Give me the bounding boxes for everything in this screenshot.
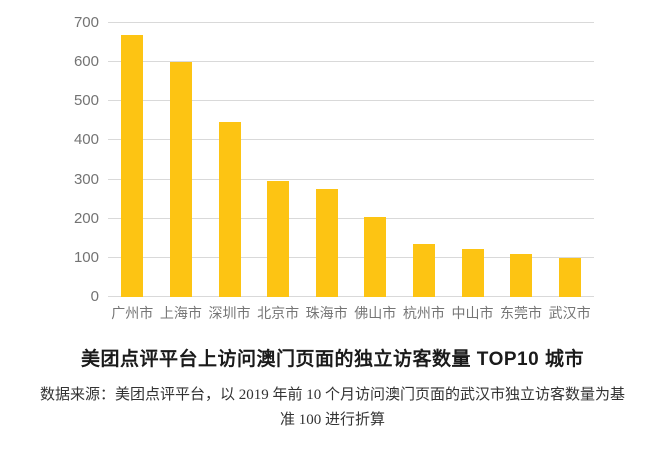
x-axis-label-东莞市: 东莞市 — [500, 305, 543, 321]
x-axis-label-武汉市: 武汉市 — [548, 305, 591, 321]
x-axis-label-佛山市: 佛山市 — [354, 305, 397, 321]
x-axis-label-珠海市: 珠海市 — [305, 305, 348, 321]
y-axis-tick-label: 0 — [90, 288, 99, 305]
y-axis-tick-label: 700 — [73, 14, 99, 31]
x-axis-label-广州市: 广州市 — [111, 305, 154, 321]
bar-深圳市 — [218, 121, 241, 297]
plot-area — [108, 22, 594, 297]
y-axis-tick-label: 500 — [73, 92, 99, 110]
bar-北京市 — [267, 181, 290, 297]
gridline-0 — [108, 296, 594, 297]
y-axis-tick-label: 100 — [73, 248, 99, 266]
bar-杭州市 — [412, 244, 435, 297]
bar-武汉市 — [558, 257, 581, 297]
source-note-line-2: 准 100 进行折算 — [279, 412, 385, 428]
gridline-500 — [108, 100, 594, 102]
y-axis-tick-label: 400 — [73, 131, 99, 149]
y-axis: 0 100 200 300 400 500 600 700 — [0, 14, 99, 305]
x-axis-label-中山市: 中山市 — [451, 305, 494, 321]
x-axis-label-上海市: 上海市 — [159, 305, 202, 321]
y-axis-tick-label: 600 — [73, 53, 99, 71]
bar-广州市 — [121, 34, 144, 297]
source-note-line-1: 数据来源：美团点评平台，以 2019 年前 10 个月访问澳门页面的武汉市独立访… — [39, 387, 625, 403]
bar-东莞市 — [510, 253, 533, 297]
y-axis-tick-label: 300 — [73, 170, 99, 188]
x-axis-label-杭州市: 杭州市 — [402, 305, 445, 321]
gridline-300 — [108, 178, 594, 180]
gridline-200 — [108, 217, 594, 219]
x-axis-label-北京市: 北京市 — [257, 305, 300, 321]
source-note: 数据来源：美团点评平台，以 2019 年前 10 个月访问澳门页面的武汉市独立访… — [0, 383, 665, 433]
x-axis-label-深圳市: 深圳市 — [208, 305, 251, 321]
gridline-700 — [108, 22, 594, 23]
bar-上海市 — [169, 62, 192, 297]
bar-佛山市 — [364, 216, 387, 297]
gridline-600 — [108, 61, 594, 63]
chart-title: 美团点评平台上访问澳门页面的独立访客数量 TOP10 城市 — [81, 349, 584, 370]
x-axis: 广州市 上海市 深圳市 北京市 珠海市 佛山市 杭州市 中山市 东莞市 武汉市 — [108, 304, 594, 322]
y-axis-tick-label: 200 — [73, 209, 99, 227]
gridline-100 — [108, 256, 594, 258]
bar-珠海市 — [315, 188, 338, 297]
bar-中山市 — [461, 249, 484, 297]
gridline-400 — [108, 139, 594, 141]
